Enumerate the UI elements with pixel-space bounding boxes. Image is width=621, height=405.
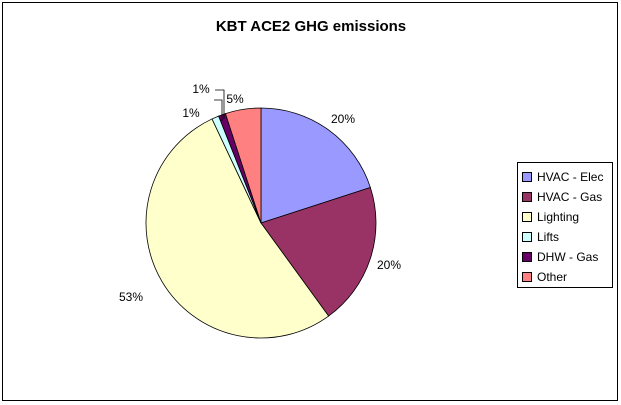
legend-swatch xyxy=(522,172,532,182)
pie-slice-hvac-gas xyxy=(260,186,377,317)
legend-item: HVAC - Gas xyxy=(518,187,612,207)
data-label: 20% xyxy=(331,112,355,126)
leader-line xyxy=(215,89,225,119)
pie-slice-other xyxy=(224,107,262,224)
legend-item: Lighting xyxy=(518,207,612,227)
legend-label: HVAC - Elec xyxy=(537,170,604,184)
data-label: 1% xyxy=(182,106,200,120)
data-label: 20% xyxy=(377,258,401,272)
legend-swatch xyxy=(522,192,532,202)
legend-swatch xyxy=(522,232,532,242)
legend-swatch xyxy=(522,212,532,222)
chart-title: KBT ACE2 GHG emissions xyxy=(215,18,407,35)
chart-area: KBT ACE2 GHG emissions 20% 20% 53% 1% 1% 5% H… xyxy=(2,2,618,401)
legend-swatch xyxy=(522,252,532,262)
legend: HVAC - Elec HVAC - Gas Lighting Lifts DHW - … xyxy=(517,162,613,288)
legend-label: Lighting xyxy=(537,210,580,224)
data-label: 5% xyxy=(226,92,244,106)
data-label: 53% xyxy=(119,290,143,304)
data-label: 1% xyxy=(192,82,210,96)
legend-item: HVAC - Elec xyxy=(518,167,612,187)
pie-slice-lighting xyxy=(145,118,330,339)
legend-label: Other xyxy=(537,270,568,284)
pie-slice-hvac-elec xyxy=(260,107,371,224)
legend-item: Lifts xyxy=(518,227,612,247)
legend-label: HVAC - Gas xyxy=(537,190,603,204)
legend-item: DHW - Gas xyxy=(518,247,612,267)
legend-label: DHW - Gas xyxy=(537,250,599,264)
pie-chart: 20% 20% 53% 1% 1% 5% xyxy=(119,82,401,339)
legend-swatch xyxy=(522,272,532,282)
legend-label: Lifts xyxy=(537,230,560,244)
leader-line xyxy=(214,99,223,121)
legend-item: Other xyxy=(518,267,612,287)
